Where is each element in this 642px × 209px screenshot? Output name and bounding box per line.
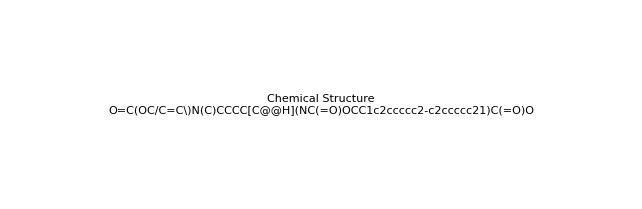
Text: Chemical Structure
O=C(OC/C=C\)N(C)CCCC[C@@H](NC(=O)OCC1c2ccccc2-c2ccccc21)C(=O): Chemical Structure O=C(OC/C=C\)N(C)CCCC[… xyxy=(108,94,534,115)
